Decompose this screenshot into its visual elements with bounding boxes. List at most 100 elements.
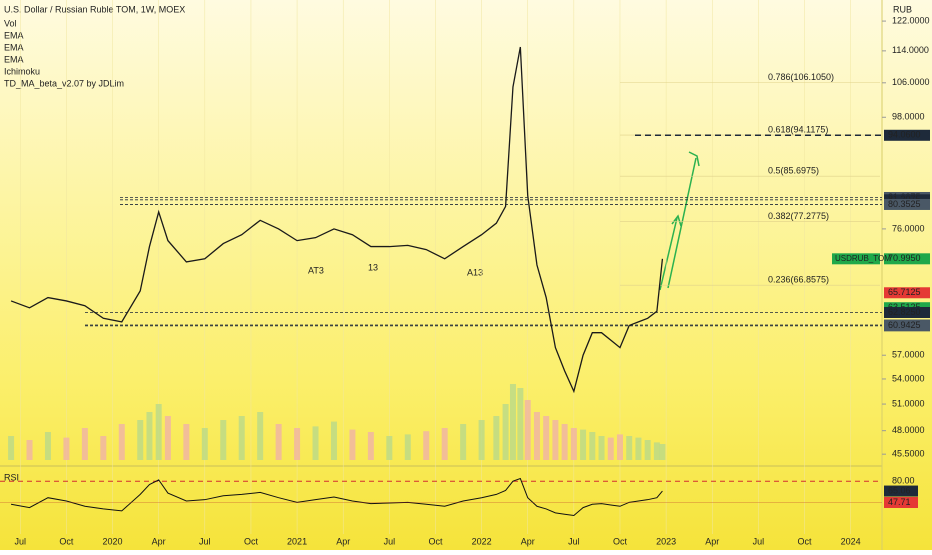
indicator: EMA xyxy=(4,30,24,40)
annotation: AT3 xyxy=(308,265,324,275)
level-box xyxy=(884,129,930,141)
symbol-tag: USDRUB_TOM xyxy=(835,254,891,263)
volume-bar xyxy=(367,432,374,460)
volume-bar xyxy=(404,434,411,460)
y-tick-label: 57.0000 xyxy=(892,350,925,360)
volume-bar xyxy=(275,424,282,460)
x-tick-label: Jul xyxy=(199,536,211,546)
indicator: EMA xyxy=(4,54,24,64)
arrow xyxy=(667,157,697,289)
y-tick-label: 54.0000 xyxy=(892,373,925,383)
rsi-tick-label: 80.00 xyxy=(892,476,915,486)
volume-bar xyxy=(478,420,485,460)
price-line xyxy=(10,46,664,394)
y-tick-label: 114.0000 xyxy=(892,45,929,55)
volume-bar xyxy=(201,428,208,460)
level-label: 62.8250 xyxy=(888,307,921,317)
annotation: 13 xyxy=(368,262,378,272)
indicator: Vol xyxy=(4,18,17,28)
volume-bar xyxy=(423,431,430,460)
y-tick-label: 98.0000 xyxy=(892,112,925,122)
x-tick-label: Oct xyxy=(797,536,812,546)
x-tick-label: 2024 xyxy=(841,536,861,546)
indicator: TD_MA_beta_v2.07 by JDLim xyxy=(4,78,124,88)
volume-bar xyxy=(146,412,153,460)
volume-bar xyxy=(330,421,337,460)
x-tick-label: 2023 xyxy=(656,536,676,546)
volume-bar xyxy=(580,429,587,460)
level-box xyxy=(884,306,930,318)
symbol-tag-box xyxy=(832,253,880,265)
volume-bar xyxy=(616,434,623,460)
arrow xyxy=(659,217,678,291)
indicator: Ichimoku xyxy=(4,66,40,76)
volume-bar xyxy=(81,428,88,460)
rsi-title: RSI xyxy=(4,472,19,482)
volume-bar xyxy=(183,424,190,460)
volume-bar xyxy=(349,429,356,460)
volume-bar xyxy=(570,428,577,460)
volume-bar xyxy=(137,420,144,460)
rsi-label-box xyxy=(884,485,918,497)
x-tick-label: Apr xyxy=(705,536,719,546)
x-tick-label: 2021 xyxy=(287,536,307,546)
indicator: EMA xyxy=(4,42,24,52)
level-label: 80.3525 xyxy=(888,199,921,209)
level-label: 70.9950 xyxy=(888,253,921,263)
volume-bar xyxy=(626,436,633,460)
annotation: A13 xyxy=(467,267,483,277)
x-tick-label: Oct xyxy=(59,536,74,546)
volume-bar xyxy=(26,440,33,460)
y-tick-label: 48.0000 xyxy=(892,425,925,435)
volume-bar xyxy=(659,444,666,460)
volume-bar xyxy=(312,426,319,460)
volume-bar xyxy=(441,428,448,460)
volume-bar xyxy=(63,437,70,460)
y-tick-label: 122.0000 xyxy=(892,15,930,25)
volume-bar xyxy=(100,436,107,460)
x-tick-label: Apr xyxy=(521,536,535,546)
volume-bar xyxy=(589,432,596,460)
x-tick-label: Apr xyxy=(152,536,166,546)
fib-label: 0.786(106.1050) xyxy=(768,72,834,82)
x-tick-label: Apr xyxy=(336,536,350,546)
volume-bar xyxy=(155,404,162,460)
volume-bar xyxy=(524,400,531,460)
x-tick-label: 2020 xyxy=(103,536,123,546)
rsi-value-label: 65.06 xyxy=(888,485,911,495)
level-label: 65.7125 xyxy=(888,287,921,297)
y-tick-label: 76.0000 xyxy=(892,223,925,233)
volume-bar xyxy=(8,436,15,460)
volume-bar xyxy=(543,416,550,460)
fib-label: 0.236(66.8575) xyxy=(768,275,829,285)
volume-bar xyxy=(635,437,642,460)
fib-label: 0.618(94.1175) xyxy=(768,124,828,134)
level-box xyxy=(884,287,930,299)
x-tick-label: Oct xyxy=(244,536,259,546)
fib-label: 0.5(85.6975) xyxy=(768,166,819,176)
volume-bar xyxy=(164,416,171,460)
level-box xyxy=(884,198,930,210)
volume-bar xyxy=(238,416,245,460)
volume-bar xyxy=(220,420,227,460)
x-tick-label: Jul xyxy=(384,536,396,546)
volume-bar xyxy=(517,388,524,460)
arrow-head xyxy=(688,151,700,167)
fib-label: 0.382(77.2775) xyxy=(768,211,829,221)
volume-bar xyxy=(118,424,125,460)
x-tick-label: Oct xyxy=(428,536,443,546)
volume-bar xyxy=(598,436,605,460)
level-label: 60.9425 xyxy=(888,320,921,330)
volume-bar xyxy=(44,432,51,460)
currency: RUB xyxy=(893,4,912,14)
volume-bar xyxy=(502,404,509,460)
x-tick-label: Jul xyxy=(568,536,580,546)
volume-bar xyxy=(607,437,614,460)
x-tick-label: Oct xyxy=(613,536,628,546)
volume-bar xyxy=(552,420,559,460)
y-tick-label: 51.0000 xyxy=(892,398,925,408)
rsi-value-label: 47.71 xyxy=(888,497,911,507)
rsi-line xyxy=(10,477,663,517)
level-box xyxy=(884,320,930,332)
